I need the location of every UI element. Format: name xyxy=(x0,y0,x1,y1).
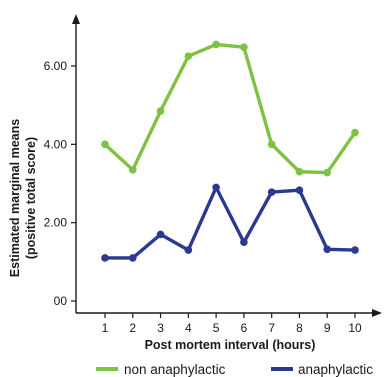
x-tick-label: 4 xyxy=(185,321,192,335)
data-point-anaphylactic xyxy=(240,238,248,247)
data-point-non-anaphylactic xyxy=(156,107,165,115)
data-point-non-anaphylactic xyxy=(101,140,109,149)
legend: non anaphylactic anaphylactic xyxy=(96,362,373,377)
series-line-non-anaphylactic xyxy=(103,42,357,175)
y-axis-arrow xyxy=(72,14,80,24)
x-axis-title: Post mortem interval (hours) xyxy=(145,338,316,352)
x-tick-label: 3 xyxy=(157,321,164,335)
y-tick-label: 6.00 xyxy=(44,59,68,73)
x-tick-label: 10 xyxy=(348,321,362,335)
x-tick-label: 7 xyxy=(268,321,275,335)
x-tick-label: 8 xyxy=(296,321,303,335)
y-ticks: 00 2.00 4.00 6.00 xyxy=(44,59,76,308)
data-point-anaphylactic xyxy=(267,188,276,196)
data-point-non-anaphylactic xyxy=(323,168,332,177)
x-tick-label: 6 xyxy=(241,321,248,335)
x-tick-label: 2 xyxy=(129,321,136,335)
legend-label-anaphylactic: anaphylactic xyxy=(298,362,373,377)
data-point-non-anaphylactic xyxy=(267,140,276,149)
data-point-anaphylactic xyxy=(101,254,109,262)
axes xyxy=(72,14,382,317)
y-axis-title-line2: (positive total score) xyxy=(24,137,38,259)
data-point-anaphylactic xyxy=(128,254,137,262)
y-tick-label: 2.00 xyxy=(44,216,68,230)
data-point-non-anaphylactic xyxy=(351,128,359,137)
data-point-anaphylactic xyxy=(323,245,332,254)
y-axis-title-line1: Estimated marginal means xyxy=(8,119,22,277)
x-axis-arrow xyxy=(372,309,382,317)
data-point-non-anaphylactic xyxy=(240,43,248,51)
x-tick-label: 1 xyxy=(102,321,109,335)
legend-label-non-anaphylactic: non anaphylactic xyxy=(124,362,226,377)
x-ticks: 1 2 3 4 5 6 7 8 9 10 xyxy=(102,313,362,335)
data-point-anaphylactic xyxy=(184,246,193,254)
data-point-anaphylactic xyxy=(212,183,220,192)
series-layer xyxy=(101,40,359,262)
data-point-non-anaphylactic xyxy=(128,165,137,174)
series-line-anaphylactic xyxy=(103,185,357,260)
y-tick-label: 00 xyxy=(54,294,68,308)
data-point-non-anaphylactic xyxy=(212,40,220,49)
x-tick-label: 5 xyxy=(213,321,220,335)
x-tick-label: 9 xyxy=(324,321,331,335)
y-tick-label: 4.00 xyxy=(44,137,68,151)
data-point-non-anaphylactic xyxy=(295,167,304,176)
data-point-anaphylactic xyxy=(156,230,165,239)
data-point-non-anaphylactic xyxy=(184,52,193,61)
data-point-anaphylactic xyxy=(351,246,359,254)
data-point-anaphylactic xyxy=(295,186,304,194)
